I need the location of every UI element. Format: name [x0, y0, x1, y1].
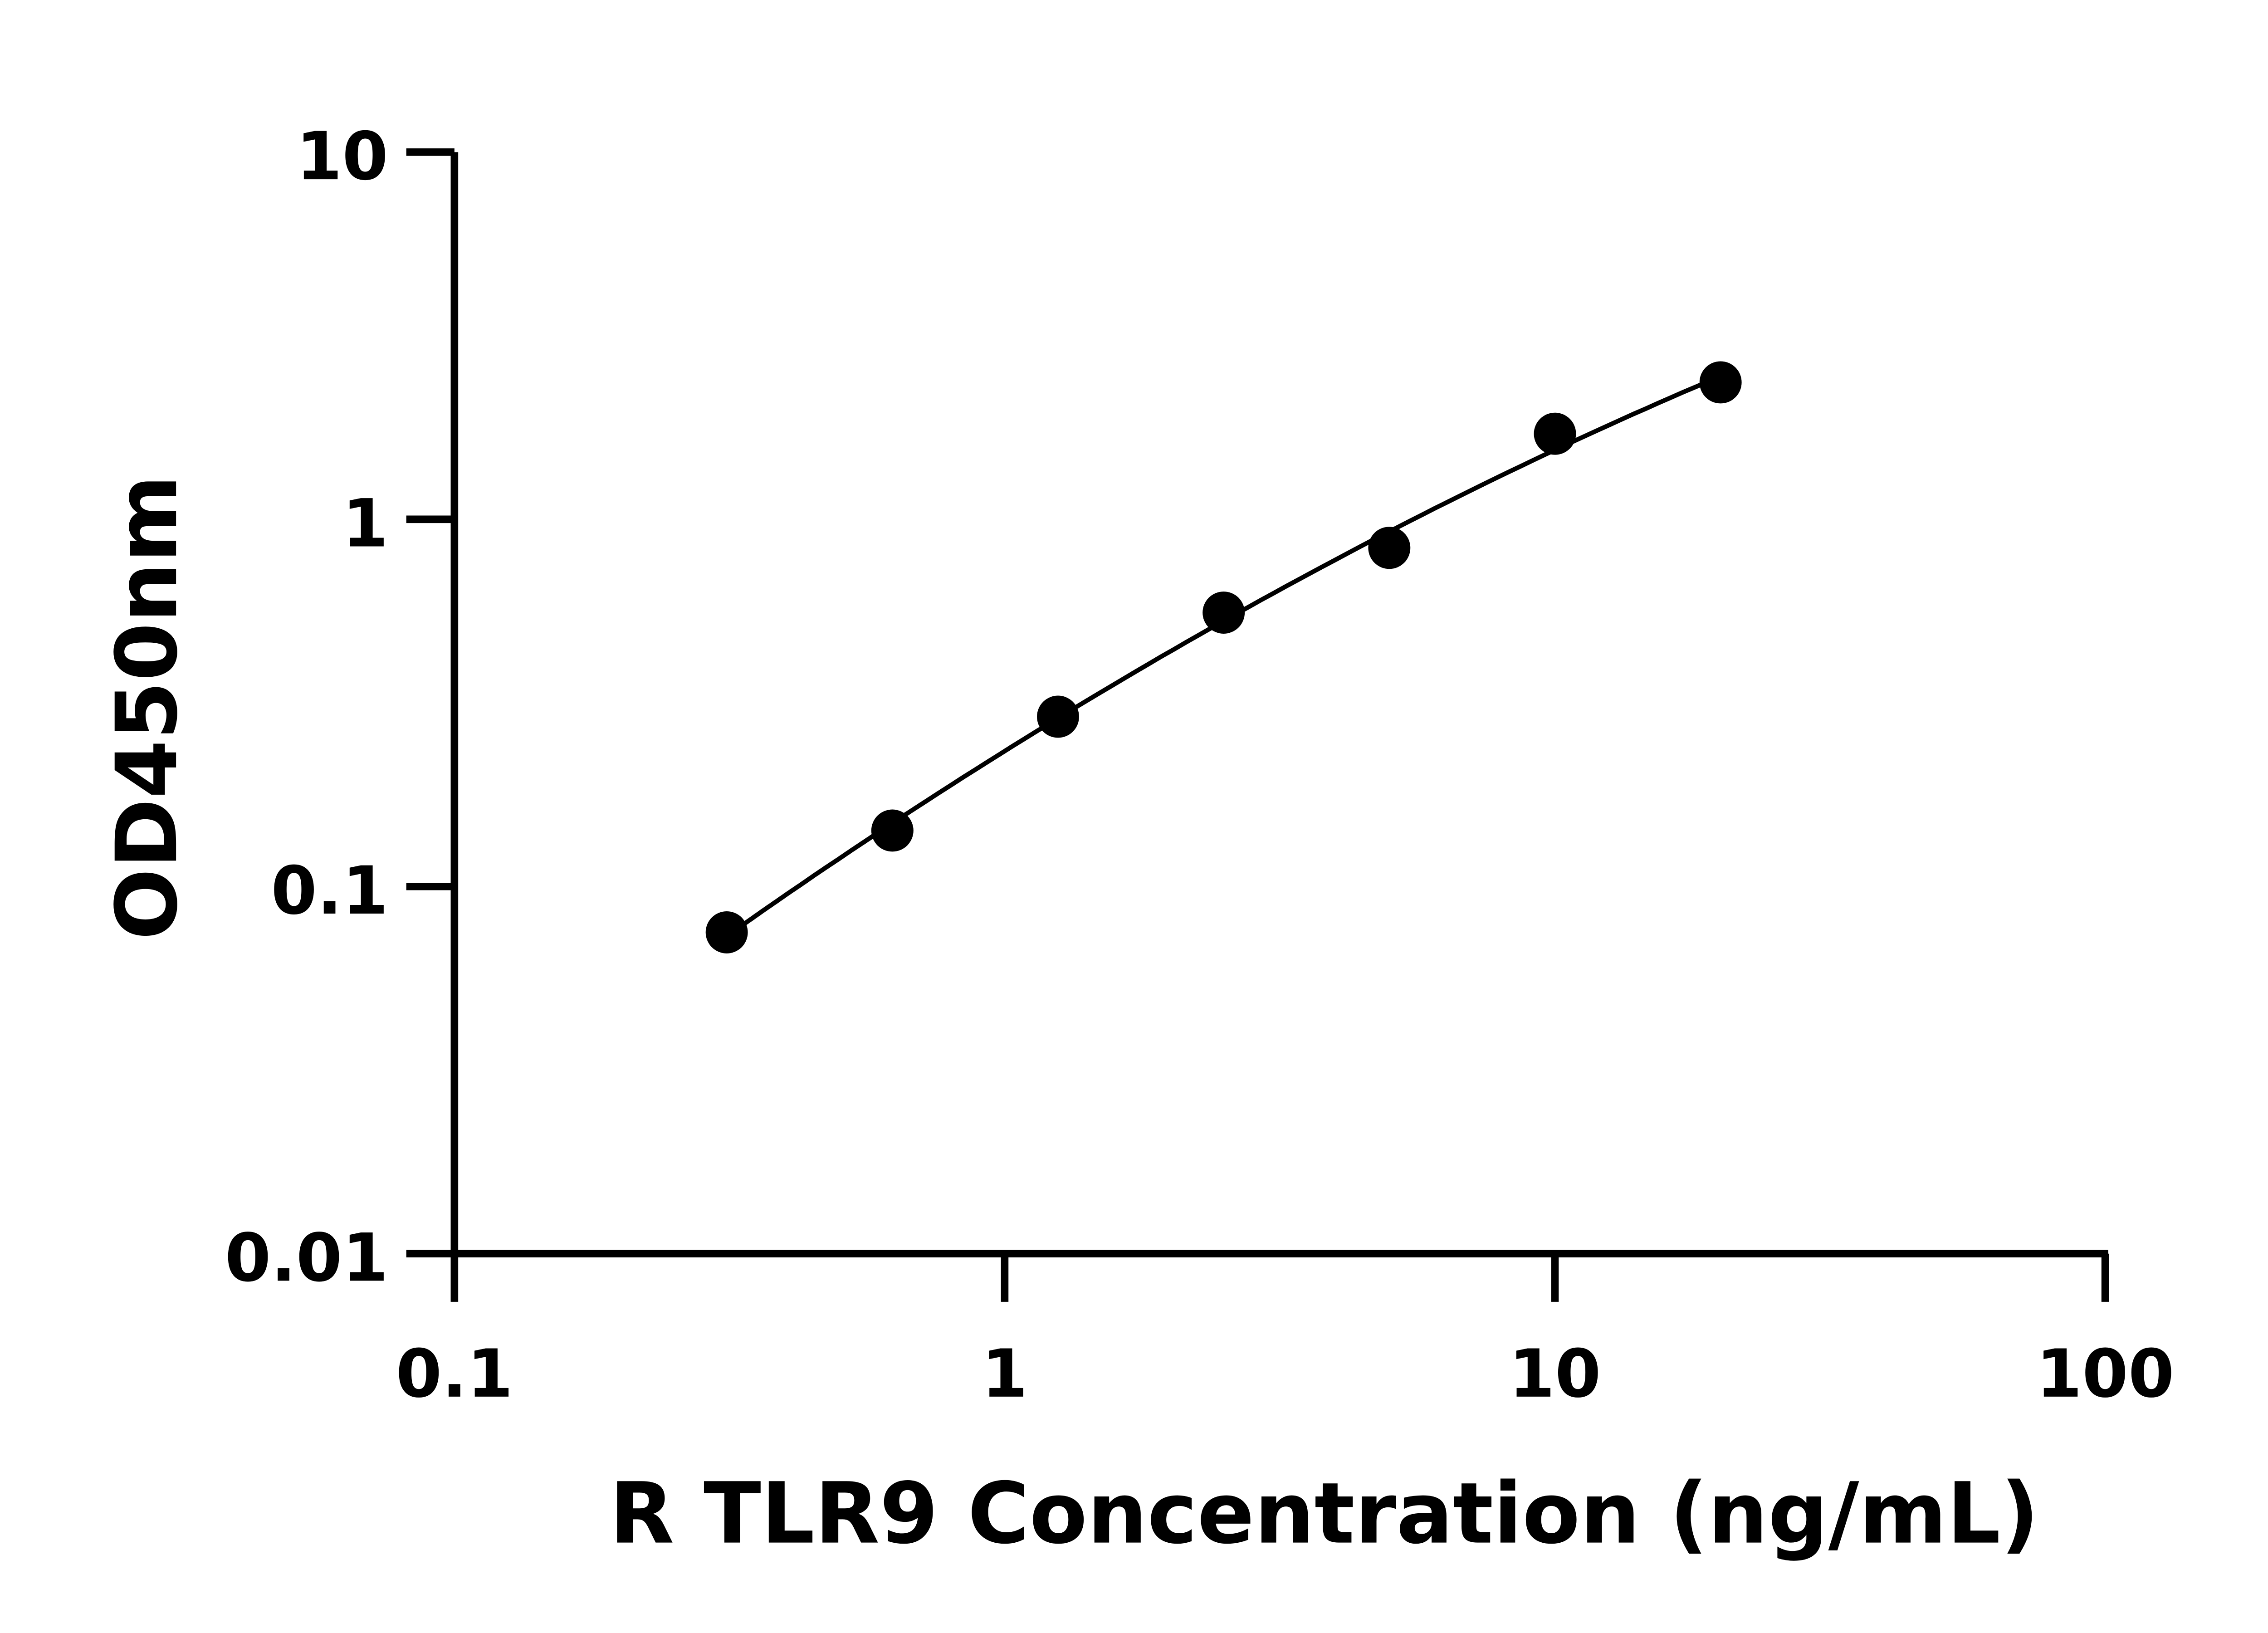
data-point — [1037, 695, 1079, 738]
data-point — [1202, 592, 1245, 634]
y-axis-label: OD450nm — [98, 475, 196, 940]
x-axis-label: R TLR9 Concentration (ng/mL) — [609, 1465, 2039, 1563]
fit-curve — [725, 374, 1722, 938]
x-tick-label: 1 — [982, 1336, 1028, 1413]
data-point — [1699, 361, 1742, 404]
y-tick-label: 1 — [342, 486, 388, 562]
x-tick-label: 100 — [2036, 1336, 2175, 1413]
data-point — [871, 809, 914, 852]
data-point — [705, 911, 748, 953]
data-point — [1534, 412, 1576, 455]
axes — [450, 152, 2108, 1258]
marks — [705, 361, 1742, 953]
y-tick-label: 0.01 — [225, 1220, 388, 1296]
data-point — [1368, 527, 1411, 569]
x-tick-label: 0.1 — [396, 1336, 513, 1413]
y-tick-label: 0.1 — [271, 853, 388, 929]
x-tick-label: 10 — [1509, 1336, 1601, 1413]
y-tick-label: 10 — [296, 118, 388, 195]
